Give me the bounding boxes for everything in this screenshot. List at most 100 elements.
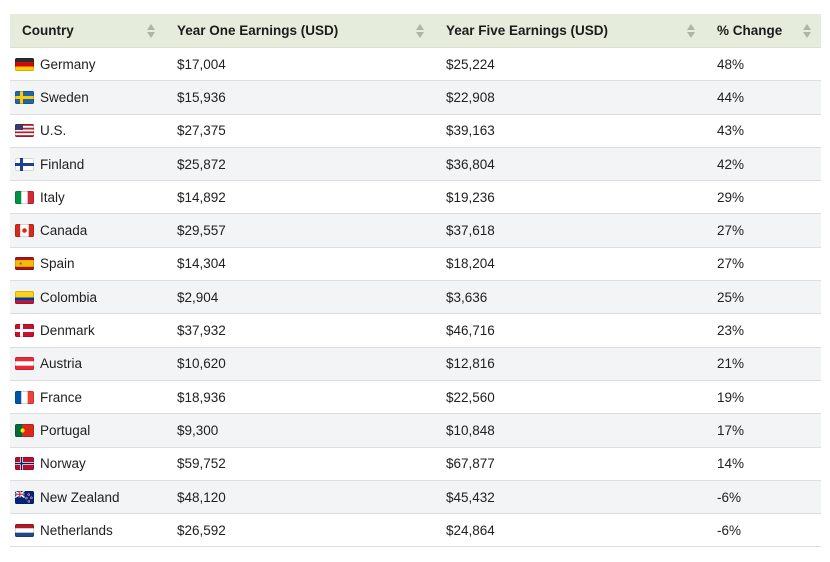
country-cell: Denmark <box>10 313 165 348</box>
pct-change-cell: 14% <box>705 447 821 481</box>
country-name: Canada <box>40 223 88 239</box>
table-row: Norway $59,752 $67,877 14% <box>10 447 821 481</box>
country-name: Sweden <box>40 89 89 105</box>
country-cell: France <box>10 380 165 415</box>
flag-new-zealand-icon <box>15 490 34 504</box>
column-header-country[interactable]: Country <box>10 14 165 48</box>
pct-change-cell: 17% <box>705 413 821 448</box>
country-cell: Canada <box>10 213 165 248</box>
year-five-cell: $24,864 <box>434 513 705 548</box>
column-header-year-five[interactable]: Year Five Earnings (USD) <box>434 14 705 48</box>
year-five-cell: $46,716 <box>434 313 705 348</box>
country-name: Denmark <box>40 323 95 339</box>
year-five-cell: $45,432 <box>434 480 705 515</box>
column-label: Year One Earnings (USD) <box>177 23 339 38</box>
flag-portugal-icon <box>15 423 34 437</box>
year-one-cell: $26,592 <box>165 513 434 548</box>
year-one-cell: $48,120 <box>165 480 434 515</box>
year-one-cell: $14,892 <box>165 180 434 215</box>
country-cell: U.S. <box>10 114 165 148</box>
year-five-cell: $37,618 <box>434 213 705 248</box>
country-cell: Norway <box>10 447 165 481</box>
flag-germany-icon <box>15 57 34 71</box>
flag-denmark-icon <box>15 324 34 338</box>
year-one-cell: $17,004 <box>165 47 434 82</box>
year-one-cell: $18,936 <box>165 380 434 415</box>
country-name: Spain <box>40 256 75 272</box>
page: Country Year One Earnings (USD) Year Fiv… <box>10 14 821 548</box>
pct-change-cell: 29% <box>705 180 821 215</box>
country-name: Italy <box>40 189 65 205</box>
pct-change-cell: 19% <box>705 380 821 415</box>
pct-change-cell: 42% <box>705 147 821 182</box>
table-row: Spain $14,304 $18,204 27% <box>10 247 821 282</box>
year-five-cell: $25,224 <box>434 47 705 82</box>
table-row: Sweden $15,936 $22,908 44% <box>10 80 821 115</box>
country-name: Germany <box>40 56 96 72</box>
year-one-cell: $9,300 <box>165 413 434 448</box>
year-one-cell: $59,752 <box>165 447 434 481</box>
column-header-pct-change[interactable]: % Change <box>705 14 821 48</box>
flag-sweden-icon <box>15 90 34 104</box>
pct-change-cell: 25% <box>705 280 821 315</box>
pct-change-cell: 21% <box>705 347 821 381</box>
pct-change-cell: -6% <box>705 480 821 515</box>
country-name: Norway <box>40 456 86 472</box>
column-label: % Change <box>717 23 783 38</box>
column-label: Year Five Earnings (USD) <box>446 23 609 38</box>
table-row: Italy $14,892 $19,236 29% <box>10 180 821 215</box>
header-row: Country Year One Earnings (USD) Year Fiv… <box>10 14 821 48</box>
table-row: Germany $17,004 $25,224 48% <box>10 47 821 82</box>
country-cell: Colombia <box>10 280 165 315</box>
year-one-cell: $37,932 <box>165 313 434 348</box>
year-one-cell: $25,872 <box>165 147 434 182</box>
country-cell: Finland <box>10 147 165 182</box>
country-name: Austria <box>40 356 83 372</box>
column-label: Country <box>22 23 74 38</box>
pct-change-cell: 43% <box>705 114 821 148</box>
flag-norway-icon <box>15 457 34 471</box>
year-one-cell: $29,557 <box>165 213 434 248</box>
country-name: Finland <box>40 156 85 172</box>
year-five-cell: $22,908 <box>434 80 705 115</box>
year-one-cell: $14,304 <box>165 247 434 282</box>
country-cell: Sweden <box>10 80 165 115</box>
country-name: Netherlands <box>40 522 113 538</box>
flag-france-icon <box>15 390 34 404</box>
year-five-cell: $19,236 <box>434 180 705 215</box>
country-cell: Italy <box>10 180 165 215</box>
table-header: Country Year One Earnings (USD) Year Fiv… <box>10 14 821 48</box>
country-cell: Austria <box>10 347 165 381</box>
country-cell: Portugal <box>10 413 165 448</box>
column-header-year-one[interactable]: Year One Earnings (USD) <box>165 14 434 48</box>
year-five-cell: $18,204 <box>434 247 705 282</box>
country-name: Portugal <box>40 422 91 438</box>
flag-austria-icon <box>15 357 34 371</box>
table-body: Germany $17,004 $25,224 48% Sweden $15,9… <box>10 47 821 548</box>
pct-change-cell: 44% <box>705 80 821 115</box>
flag-us-icon <box>15 124 34 138</box>
year-five-cell: $12,816 <box>434 347 705 381</box>
table-row: Finland $25,872 $36,804 42% <box>10 147 821 182</box>
sort-icon <box>687 23 695 38</box>
table-row: New Zealand $48,120 $45,432 -6% <box>10 480 821 515</box>
year-five-cell: $39,163 <box>434 114 705 148</box>
year-five-cell: $10,848 <box>434 413 705 448</box>
year-one-cell: $2,904 <box>165 280 434 315</box>
country-cell: Germany <box>10 47 165 82</box>
sort-icon <box>803 23 811 38</box>
table-row: Colombia $2,904 $3,636 25% <box>10 280 821 315</box>
country-cell: Netherlands <box>10 513 165 548</box>
country-name: U.S. <box>40 123 67 139</box>
table-row: Netherlands $26,592 $24,864 -6% <box>10 513 821 548</box>
country-cell: Spain <box>10 247 165 282</box>
sort-icon <box>416 23 424 38</box>
sort-icon <box>147 23 155 38</box>
table-row: France $18,936 $22,560 19% <box>10 380 821 415</box>
year-five-cell: $22,560 <box>434 380 705 415</box>
flag-netherlands-icon <box>15 523 34 537</box>
year-one-cell: $15,936 <box>165 80 434 115</box>
pct-change-cell: 23% <box>705 313 821 348</box>
flag-colombia-icon <box>15 290 34 304</box>
table-row: Portugal $9,300 $10,848 17% <box>10 413 821 448</box>
